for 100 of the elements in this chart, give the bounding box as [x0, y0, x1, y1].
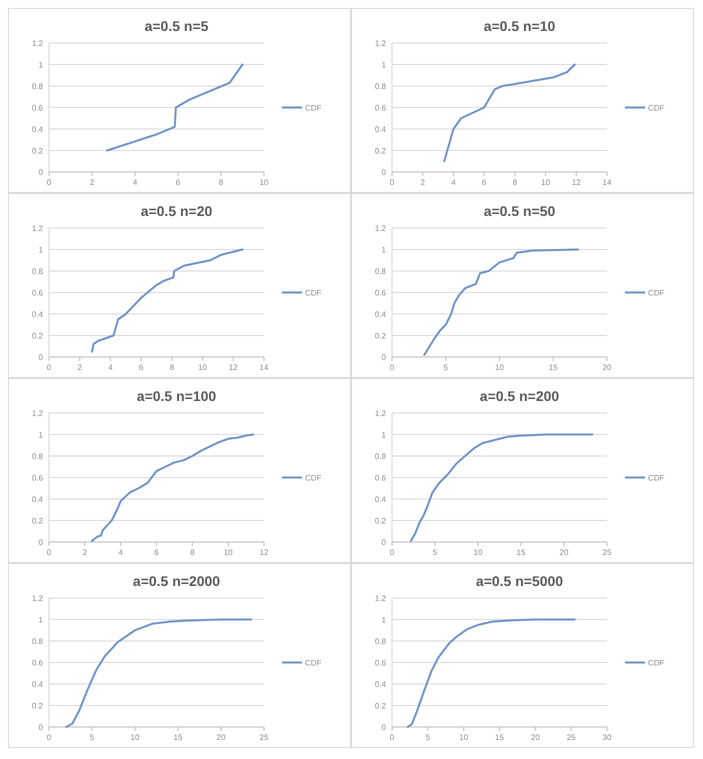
y-tick-label: 1.2 — [374, 408, 387, 418]
y-tick-label: 0.6 — [32, 658, 44, 668]
x-tick-label: 20 — [602, 363, 612, 372]
y-tick-label: 0.6 — [374, 288, 387, 298]
x-tick-label: 15 — [495, 733, 504, 742]
x-tick-label: 8 — [170, 363, 175, 372]
y-tick-label: 1.2 — [374, 224, 387, 233]
y-tick-label: 1 — [38, 245, 44, 254]
x-tick-label: 14 — [602, 178, 612, 187]
x-tick-label: 10 — [130, 733, 140, 742]
y-tick-label: 1 — [38, 615, 44, 624]
line-series — [406, 618, 576, 728]
y-tick-label: 1.2 — [32, 224, 44, 233]
y-tick-label: 0.6 — [32, 288, 44, 298]
y-tick-label: 0.8 — [32, 82, 44, 91]
chart-title: a=0.5 n=200 — [480, 388, 560, 404]
x-tick-label: 30 — [602, 733, 612, 742]
y-tick-label: 0.2 — [32, 146, 44, 156]
x-tick-label: 5 — [432, 548, 438, 557]
y-tick-label: 0.2 — [374, 516, 387, 526]
legend-label: CDF — [648, 288, 665, 298]
y-tick-label: 1.2 — [374, 38, 387, 48]
y-tick-label: 1 — [382, 245, 387, 254]
x-tick-label: 5 — [444, 363, 449, 372]
x-tick-label: 2 — [77, 363, 82, 372]
y-tick-label: 0.2 — [374, 701, 387, 710]
y-tick-label: 0.4 — [374, 124, 387, 134]
x-tick-label: 12 — [572, 178, 582, 187]
chart-title: a=0.5 n=5 — [144, 18, 209, 34]
x-tick-label: 15 — [516, 548, 526, 557]
x-tick-label: 2 — [90, 178, 95, 187]
y-tick-label: 0.6 — [374, 658, 387, 668]
x-tick-label: 0 — [46, 363, 52, 372]
x-tick-label: 10 — [224, 548, 234, 557]
y-tick-label: 1.2 — [32, 408, 44, 418]
x-tick-label: 10 — [541, 178, 551, 187]
line-series — [91, 248, 244, 353]
y-tick-label: 0.2 — [374, 331, 387, 340]
legend-label: CDF — [305, 103, 322, 112]
line-series — [91, 434, 254, 542]
chart-title: a=0.5 n=2000 — [132, 573, 220, 589]
y-tick-label: 1 — [38, 60, 44, 70]
x-tick-label: 2 — [82, 548, 88, 557]
x-tick-label: 0 — [46, 733, 52, 742]
x-tick-label: 5 — [426, 733, 431, 742]
legend-label: CDF — [648, 658, 665, 668]
chart-title: a=0.5 n=5000 — [476, 573, 564, 589]
y-tick-label: 0.8 — [32, 266, 44, 276]
y-tick-label: 0.8 — [374, 82, 387, 91]
chart-title: a=0.5 n=10 — [484, 18, 556, 34]
y-tick-label: 0 — [38, 538, 44, 547]
x-tick-label: 12 — [260, 548, 269, 557]
y-tick-label: 0.6 — [32, 473, 44, 482]
legend-label: CDF — [648, 103, 665, 112]
y-tick-label: 0.2 — [374, 146, 387, 156]
y-tick-label: 0.2 — [32, 701, 44, 710]
x-tick-label: 12 — [228, 363, 238, 372]
y-tick-label: 0.6 — [32, 103, 44, 112]
x-tick-label: 0 — [390, 363, 395, 372]
x-tick-label: 15 — [174, 733, 183, 742]
x-tick-label: 20 — [216, 733, 226, 742]
chart-title: a=0.5 n=100 — [136, 388, 216, 404]
y-tick-label: 0.4 — [32, 680, 44, 689]
line-series — [423, 248, 579, 356]
y-tick-label: 0 — [382, 722, 387, 732]
x-tick-label: 5 — [90, 733, 95, 742]
y-tick-label: 0.8 — [374, 452, 387, 461]
x-tick-label: 10 — [459, 733, 469, 742]
line-series — [410, 434, 594, 542]
line-series — [443, 64, 576, 162]
x-tick-label: 10 — [474, 548, 483, 557]
y-tick-label: 1 — [38, 430, 44, 440]
x-tick-label: 10 — [198, 363, 208, 372]
y-tick-label: 0 — [382, 538, 387, 547]
x-tick-label: 0 — [46, 178, 52, 187]
y-tick-label: 0.4 — [32, 494, 44, 504]
x-tick-label: 25 — [602, 548, 612, 557]
y-tick-label: 0.2 — [32, 331, 44, 340]
x-tick-label: 10 — [495, 363, 504, 372]
x-tick-label: 4 — [108, 363, 114, 372]
y-tick-label: 1 — [382, 615, 387, 624]
x-tick-label: 2 — [420, 178, 426, 187]
y-tick-label: 1 — [382, 430, 387, 440]
y-tick-label: 0 — [38, 352, 44, 362]
x-tick-label: 8 — [218, 178, 224, 187]
y-tick-label: 0.4 — [32, 310, 44, 319]
x-tick-label: 8 — [190, 548, 196, 557]
x-tick-label: 0 — [390, 548, 395, 557]
line-series — [106, 64, 244, 152]
y-tick-label: 0.4 — [374, 494, 387, 504]
x-tick-label: 0 — [390, 733, 395, 742]
x-tick-label: 4 — [118, 548, 124, 557]
x-tick-label: 6 — [482, 178, 487, 187]
x-tick-label: 6 — [176, 178, 181, 187]
x-tick-label: 4 — [451, 178, 456, 187]
x-tick-label: 0 — [46, 548, 52, 557]
legend-label: CDF — [648, 473, 665, 482]
y-tick-label: 1.2 — [374, 594, 387, 603]
x-tick-label: 8 — [512, 178, 518, 187]
y-tick-label: 0.8 — [32, 636, 44, 646]
